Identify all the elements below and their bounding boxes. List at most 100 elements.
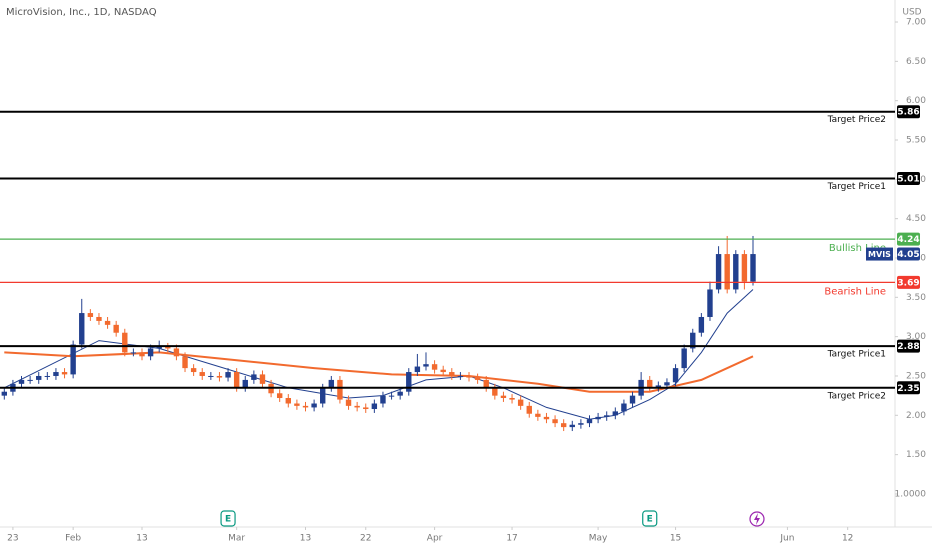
candle: [199, 368, 205, 380]
candle: [242, 375, 248, 392]
candle-body: [36, 375, 42, 380]
candle-body: [79, 313, 85, 345]
level-name: Bullish Line: [829, 243, 886, 254]
candle: [707, 281, 713, 321]
y-tick-label: 4.50: [906, 214, 926, 224]
candle-body: [457, 375, 464, 377]
candle-body: [27, 379, 33, 381]
level-name: Bearish Line: [824, 286, 886, 297]
candle-body: [681, 348, 687, 369]
candle-body: [466, 375, 472, 378]
candle: [285, 394, 291, 408]
candle: [457, 372, 464, 380]
x-tick-label: 23: [7, 534, 18, 544]
candle: [18, 375, 25, 388]
candle: [569, 420, 575, 432]
candle: [27, 375, 33, 384]
candle-body: [165, 346, 171, 349]
candle-body: [199, 372, 205, 376]
candle: [61, 368, 68, 379]
y-tick-label: 7.00: [906, 18, 926, 28]
candle: [483, 375, 489, 392]
candle-body: [586, 419, 593, 424]
x-tick-label: Mar: [228, 534, 245, 544]
candle-body: [208, 375, 214, 377]
candle-body: [96, 316, 102, 321]
candle-body: [724, 254, 730, 290]
candle: [629, 391, 636, 408]
candle-body: [552, 419, 558, 424]
candle-body: [87, 313, 94, 317]
candle-body: [147, 348, 154, 357]
candle: [526, 401, 532, 418]
candle: [431, 360, 438, 374]
candle-body: [173, 348, 180, 357]
candle: [388, 391, 395, 400]
candle-body: [569, 424, 575, 428]
candle: [328, 375, 335, 392]
x-tick-label: Jun: [779, 534, 794, 544]
candle: [517, 395, 524, 410]
candle-body: [294, 403, 300, 406]
candle: [259, 370, 266, 388]
candle-body: [311, 403, 317, 408]
candle-body: [423, 364, 429, 367]
y-tick-label: 1.50: [906, 450, 926, 460]
candle-body: [397, 391, 403, 396]
level-name: Target Price1: [827, 350, 886, 360]
x-tick-label: May: [589, 534, 608, 544]
candle: [251, 370, 257, 384]
candle-body: [380, 395, 386, 404]
event-marker: [220, 510, 236, 527]
level-name: Target Price2: [827, 115, 886, 125]
candle: [672, 364, 679, 387]
candle-body: [664, 382, 670, 386]
candle-body: [647, 379, 653, 388]
level-price-label: 5.01: [897, 175, 919, 185]
candle: [397, 387, 403, 400]
candle-body: [595, 416, 601, 420]
candle: [750, 235, 756, 286]
candle: [535, 409, 541, 421]
candle-body: [18, 379, 25, 384]
candle-body: [70, 344, 76, 375]
x-tick-label: 22: [360, 534, 371, 544]
candle: [225, 368, 231, 382]
candle-body: [621, 403, 627, 412]
event-label: E: [647, 515, 653, 525]
level-price-box: [897, 232, 920, 246]
candle: [406, 368, 412, 396]
candle: [96, 313, 102, 325]
event-label: E: [225, 515, 231, 525]
currency-label: USD: [902, 8, 921, 18]
candle: [345, 395, 352, 410]
candle: [147, 344, 154, 361]
candle-body: [130, 352, 137, 354]
candle-body: [474, 377, 481, 380]
candle-body: [483, 379, 489, 388]
candle-body: [715, 254, 722, 290]
candle: [474, 373, 481, 384]
candle-body: [139, 352, 145, 357]
candle: [354, 401, 360, 412]
level-price-box: [897, 275, 920, 289]
candle-body: [328, 379, 335, 388]
candle: [380, 391, 386, 408]
candle-body: [509, 398, 515, 400]
candle-body: [216, 375, 223, 378]
candle: [604, 411, 610, 421]
candle-body: [690, 332, 696, 349]
candle: [302, 401, 309, 412]
candle: [741, 250, 748, 290]
event-split: [749, 511, 765, 527]
candle: [44, 372, 51, 380]
y-tick-label: 6.00: [906, 96, 926, 106]
candle-body: [406, 372, 412, 392]
candle-body: [1, 391, 8, 396]
candle: [715, 246, 722, 294]
candle: [423, 352, 429, 371]
x-tick-label: 15: [670, 534, 681, 544]
candle-body: [53, 372, 59, 376]
level-price-box: [897, 339, 920, 353]
